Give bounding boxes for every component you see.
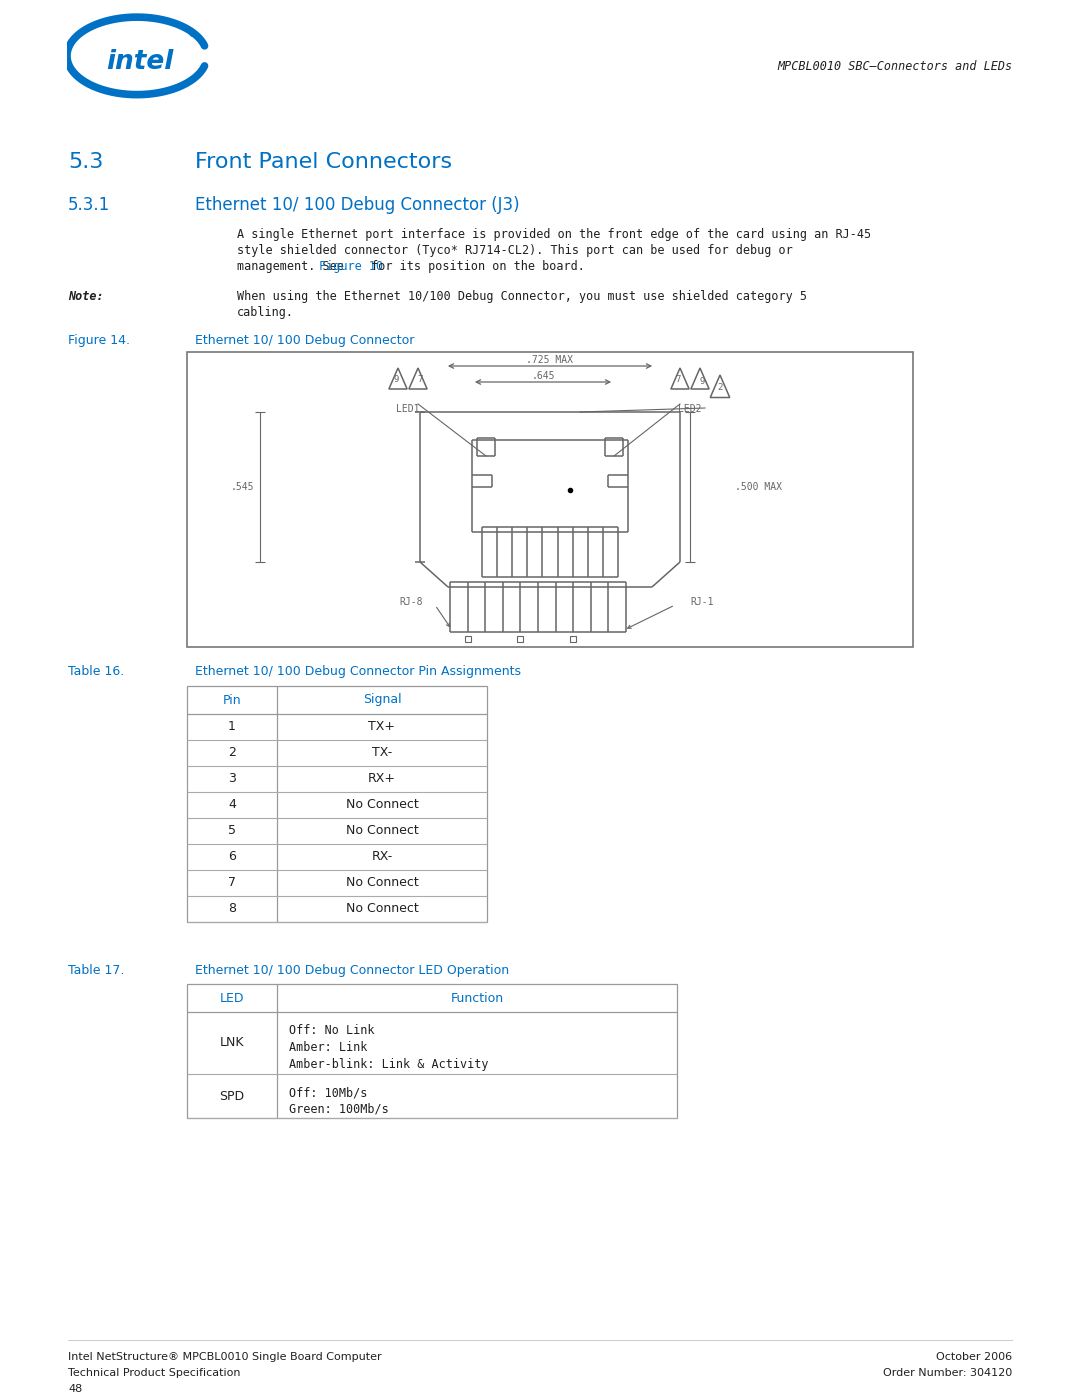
Text: When using the Ethernet 10/100 Debug Connector, you must use shielded category 5: When using the Ethernet 10/100 Debug Con… <box>237 291 807 303</box>
Text: A single Ethernet port interface is provided on the front edge of the card using: A single Ethernet port interface is prov… <box>237 228 872 242</box>
Text: Off: No Link: Off: No Link <box>289 1024 375 1037</box>
Text: Technical Product Specification: Technical Product Specification <box>68 1368 241 1377</box>
Text: Function: Function <box>450 992 503 1004</box>
Text: Signal: Signal <box>363 693 402 707</box>
Text: Table 16.: Table 16. <box>68 665 124 678</box>
Text: RX+: RX+ <box>368 773 396 785</box>
Bar <box>187 686 487 922</box>
Text: Ethernet 10/ 100 Debug Connector LED Operation: Ethernet 10/ 100 Debug Connector LED Ope… <box>195 964 509 977</box>
Text: 7: 7 <box>417 374 422 384</box>
Text: RJ-1: RJ-1 <box>690 597 714 608</box>
Text: No Connect: No Connect <box>346 824 418 837</box>
Text: 1: 1 <box>228 721 235 733</box>
Text: October 2006: October 2006 <box>936 1352 1012 1362</box>
Text: Front Panel Connectors: Front Panel Connectors <box>195 152 453 172</box>
Text: style shielded connector (Tyco* RJ714-CL2). This port can be used for debug or: style shielded connector (Tyco* RJ714-CL… <box>237 244 793 257</box>
Text: Pin: Pin <box>222 693 241 707</box>
Text: 5.3.1: 5.3.1 <box>68 196 110 214</box>
Text: 7: 7 <box>675 374 680 384</box>
Bar <box>187 352 913 647</box>
Text: management. See: management. See <box>237 260 351 272</box>
Text: 6: 6 <box>228 851 235 863</box>
Text: 9: 9 <box>393 374 399 384</box>
Text: 2: 2 <box>228 746 235 760</box>
Text: ®: ® <box>188 31 197 39</box>
Text: 9: 9 <box>700 377 704 387</box>
Text: RJ-8: RJ-8 <box>400 597 423 608</box>
Text: .500 MAX: .500 MAX <box>735 482 782 492</box>
Bar <box>464 636 471 643</box>
Text: Figure 14.: Figure 14. <box>68 334 130 346</box>
Text: 48: 48 <box>68 1384 82 1394</box>
Text: LED1: LED1 <box>396 404 420 414</box>
Text: Ethernet 10/ 100 Debug Connector (J3): Ethernet 10/ 100 Debug Connector (J3) <box>195 196 519 214</box>
Text: Order Number: 304120: Order Number: 304120 <box>882 1368 1012 1377</box>
Text: Off: 10Mb/s: Off: 10Mb/s <box>289 1085 367 1099</box>
Text: Amber-blink: Link & Activity: Amber-blink: Link & Activity <box>289 1058 488 1071</box>
Text: Ethernet 10/ 100 Debug Connector Pin Assignments: Ethernet 10/ 100 Debug Connector Pin Ass… <box>195 665 521 678</box>
Text: cabling.: cabling. <box>237 306 294 319</box>
Text: LNK: LNK <box>219 1037 244 1049</box>
Text: 3: 3 <box>228 773 235 785</box>
Text: .725 MAX: .725 MAX <box>527 355 573 365</box>
Text: Figure 10: Figure 10 <box>319 260 382 272</box>
Bar <box>187 983 677 1118</box>
Text: .545: .545 <box>230 482 254 492</box>
Text: LED: LED <box>219 992 244 1004</box>
Text: LED2: LED2 <box>678 404 702 414</box>
Text: Intel NetStructure® MPCBL0010 Single Board Computer: Intel NetStructure® MPCBL0010 Single Boa… <box>68 1352 381 1362</box>
Text: 7: 7 <box>228 876 237 890</box>
Text: No Connect: No Connect <box>346 876 418 890</box>
Text: No Connect: No Connect <box>346 799 418 812</box>
Text: .645: .645 <box>531 372 555 381</box>
Text: TX-: TX- <box>372 746 392 760</box>
Text: 2: 2 <box>717 383 723 391</box>
Text: 4: 4 <box>228 799 235 812</box>
Text: No Connect: No Connect <box>346 902 418 915</box>
Text: Amber: Link: Amber: Link <box>289 1041 367 1053</box>
Text: 8: 8 <box>228 902 237 915</box>
Text: SPD: SPD <box>219 1090 244 1102</box>
Text: 5.3: 5.3 <box>68 152 104 172</box>
Text: Green: 100Mb/s: Green: 100Mb/s <box>289 1104 389 1116</box>
Text: Note:: Note: <box>68 291 104 303</box>
Text: RX-: RX- <box>372 851 393 863</box>
Text: Ethernet 10/ 100 Debug Connector: Ethernet 10/ 100 Debug Connector <box>195 334 415 346</box>
Text: 5: 5 <box>228 824 237 837</box>
Text: MPCBL0010 SBC—Connectors and LEDs: MPCBL0010 SBC—Connectors and LEDs <box>777 60 1012 73</box>
Text: Table 17.: Table 17. <box>68 964 124 977</box>
Text: intel: intel <box>106 49 174 74</box>
Text: for its position on the board.: for its position on the board. <box>365 260 585 272</box>
Text: TX+: TX+ <box>368 721 395 733</box>
Bar <box>517 636 524 643</box>
Bar <box>570 636 577 643</box>
